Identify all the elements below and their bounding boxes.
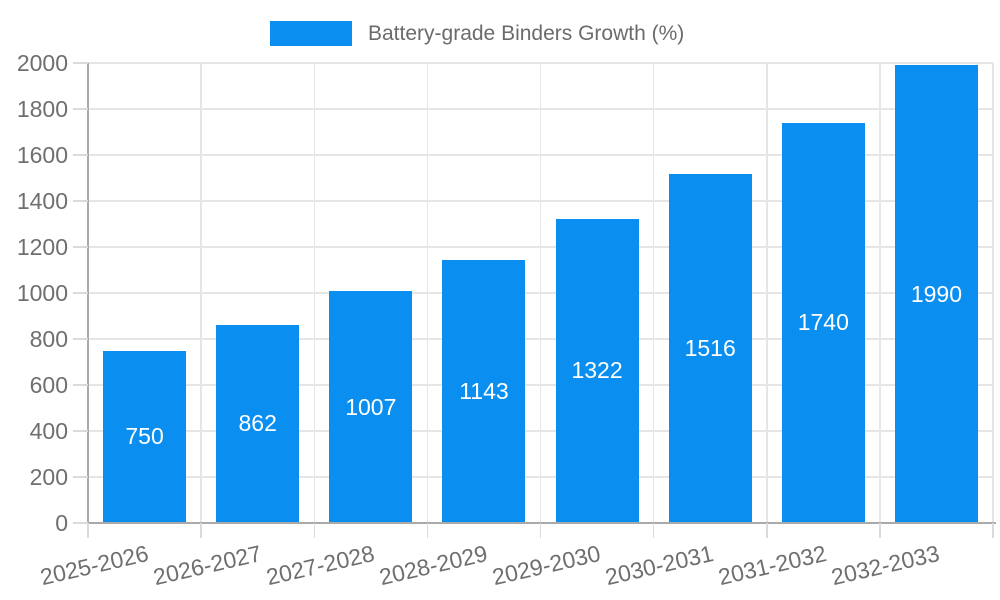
y-axis-tick: [73, 338, 88, 340]
y-axis-tick: [73, 384, 88, 386]
x-tick-label: 2028-2029: [376, 540, 490, 591]
x-tick-label: 2031-2032: [716, 540, 830, 591]
y-axis-tick: [73, 522, 88, 524]
y-axis-tick: [73, 476, 88, 478]
x-gridline: [539, 63, 542, 523]
bar: 1143: [442, 260, 526, 523]
y-tick-label: 1400: [16, 187, 68, 214]
legend-label: Battery-grade Binders Growth (%): [368, 21, 685, 45]
x-gridline: [879, 63, 881, 523]
y-axis-tick: [73, 108, 88, 110]
y-axis-tick: [73, 200, 88, 202]
bar: 1990: [894, 65, 978, 523]
legend-swatch: [270, 21, 352, 46]
x-axis-tick: [879, 523, 881, 538]
y-tick-label: 400: [29, 417, 68, 444]
y-tick-label: 2000: [16, 49, 68, 76]
y-tick-label: 1000: [16, 279, 68, 306]
chart-legend: Battery-grade Binders Growth (%): [270, 21, 684, 46]
x-axis-tick: [87, 523, 89, 538]
bar: 1322: [555, 218, 639, 523]
bar: 1516: [668, 174, 752, 523]
x-axis-tick: [426, 523, 429, 538]
bar-value-label: 1322: [571, 357, 623, 384]
x-tick-label: 2032-2033: [829, 540, 943, 591]
bar-value-label: 750: [125, 423, 164, 450]
x-tick-label: 2026-2027: [150, 540, 264, 591]
y-axis-tick: [73, 62, 88, 64]
x-axis-line: [87, 522, 996, 524]
x-axis-tick: [200, 523, 202, 538]
x-gridline: [313, 63, 315, 523]
y-tick-label: 1800: [16, 95, 68, 122]
x-gridline: [992, 63, 994, 523]
bar-value-label: 1143: [459, 378, 509, 405]
bar: 1007: [329, 291, 413, 523]
x-gridline: [766, 63, 768, 523]
x-gridline: [426, 63, 429, 523]
y-axis-tick: [73, 154, 88, 156]
bar-value-label: 1990: [910, 280, 963, 307]
y-axis-tick: [73, 292, 88, 294]
y-axis-tick: [73, 246, 88, 248]
bar: 1740: [781, 122, 865, 523]
bar-value-label: 1516: [684, 335, 736, 362]
x-axis-tick: [992, 523, 994, 538]
x-axis-tick: [539, 523, 542, 538]
plot-area: 750 862 1007 1143 1322 1516 1740 1990: [88, 62, 994, 523]
x-axis-tick: [652, 523, 655, 538]
y-tick-label: 1600: [16, 141, 68, 168]
x-gridline: [200, 63, 202, 523]
y-tick-label: 600: [29, 371, 68, 398]
x-tick-label: 2025-2026: [37, 540, 151, 591]
x-tick-label: 2030-2031: [603, 540, 717, 591]
x-axis-tick: [766, 523, 768, 538]
y-tick-label: 200: [29, 463, 68, 490]
x-gridline: [652, 63, 655, 523]
x-tick-label: 2029-2030: [489, 540, 603, 591]
bar: 750: [103, 350, 187, 523]
y-tick-label: 800: [29, 325, 68, 352]
bar-value-label: 862: [238, 410, 277, 437]
bar-value-label: 1740: [797, 309, 849, 336]
x-tick-label: 2027-2028: [263, 540, 377, 591]
y-tick-label: 0: [55, 509, 68, 536]
y-axis-tick: [73, 430, 88, 432]
bar: 862: [216, 324, 300, 523]
bar-value-label: 1007: [345, 393, 397, 420]
y-tick-label: 1200: [16, 233, 68, 260]
x-axis-tick: [313, 523, 315, 538]
